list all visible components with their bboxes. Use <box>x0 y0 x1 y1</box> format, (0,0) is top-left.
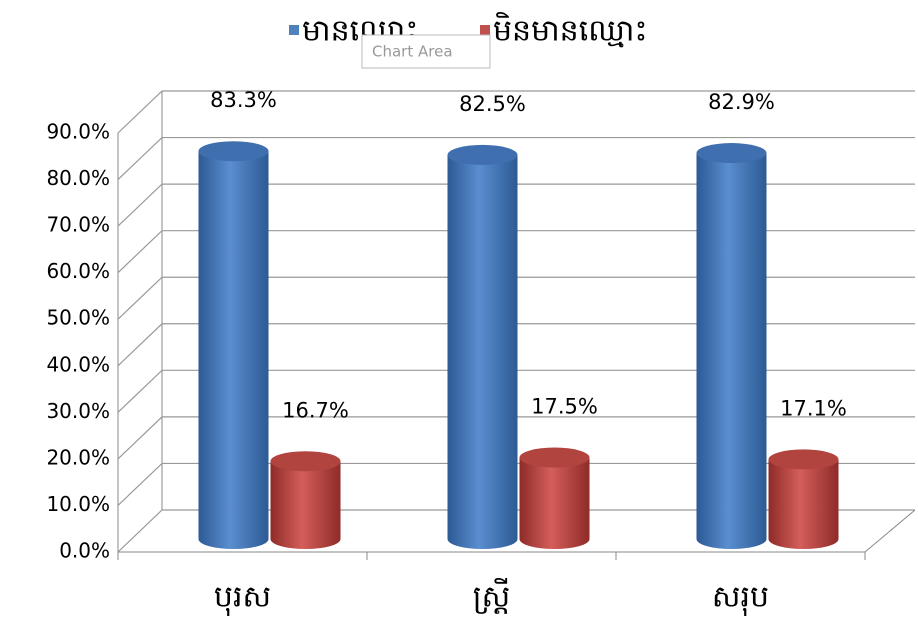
grid-line <box>117 416 915 460</box>
value-label: 82.9% <box>708 90 775 114</box>
bar <box>447 154 518 549</box>
tooltip-text: Chart Area <box>372 43 453 61</box>
y-tick-label: 80.0% <box>46 166 110 190</box>
tooltip-box <box>361 34 491 69</box>
y-tick-label: 60.0% <box>46 259 110 283</box>
bar <box>768 459 839 549</box>
y-tick-label: 30.0% <box>46 399 110 423</box>
bar-top <box>198 141 269 162</box>
grid-line <box>117 183 915 227</box>
bar <box>696 153 767 549</box>
legend-swatch <box>480 25 490 35</box>
tooltip: Chart Area <box>361 34 491 69</box>
bar-top <box>519 447 590 468</box>
grid-line <box>117 136 915 180</box>
legend-label: មិនមានឈ្មោះ <box>493 12 648 49</box>
y-tick-label: 0.0% <box>59 539 110 563</box>
y-tick-label: 90.0% <box>46 120 110 144</box>
bar <box>519 457 590 549</box>
grid-line <box>117 276 915 320</box>
value-label: 16.7% <box>282 398 349 422</box>
grid-line <box>117 230 915 274</box>
value-label: 83.3% <box>210 88 277 112</box>
value-label: 17.1% <box>780 396 847 420</box>
bar-top <box>768 449 839 470</box>
grid-line <box>117 462 915 506</box>
bar-top <box>696 143 767 164</box>
grid-line <box>117 509 915 553</box>
x-tick-label: ស្ត្រី <box>473 578 511 615</box>
value-label: 82.5% <box>459 92 526 116</box>
value-label: 17.5% <box>531 395 598 419</box>
x-tick-label: បុរស <box>214 580 271 617</box>
x-tick-label: សរុប <box>712 580 769 617</box>
bar-top <box>270 451 341 472</box>
grid-line <box>117 323 915 367</box>
grid-line <box>117 90 915 134</box>
bar <box>270 461 341 549</box>
y-tick-label: 20.0% <box>46 445 110 469</box>
y-tick-label: 10.0% <box>46 492 110 516</box>
y-tick-label: 50.0% <box>46 306 110 330</box>
y-tick-label: 70.0% <box>46 213 110 237</box>
y-tick-label: 40.0% <box>46 352 110 376</box>
legend-swatch <box>289 25 299 35</box>
bar <box>198 151 269 550</box>
bar-top <box>447 144 518 165</box>
grid-line <box>117 369 915 413</box>
